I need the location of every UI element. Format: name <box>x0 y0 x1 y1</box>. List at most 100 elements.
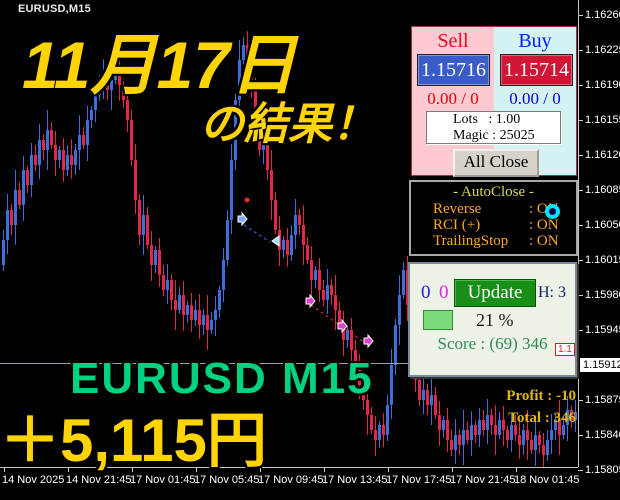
candle-body <box>2 240 5 265</box>
autoclose-row-trailingstop: TrailingStop : ON <box>433 233 559 250</box>
candle-body <box>122 85 125 100</box>
price-tick-label: 1.16155 <box>585 114 620 126</box>
candle-body <box>98 85 101 95</box>
candle-body <box>462 430 465 445</box>
rci-label: RCI (+) <box>433 217 481 233</box>
candle-body <box>198 310 201 325</box>
candle-body <box>514 425 517 435</box>
candle-body <box>94 95 97 110</box>
candle-body <box>402 270 405 295</box>
candle-body <box>406 270 409 305</box>
candle-body <box>290 235 293 255</box>
candle-body <box>530 440 533 450</box>
count-magenta: 0 <box>439 282 449 303</box>
candle-body <box>486 415 489 430</box>
candle-body <box>90 110 93 120</box>
candle-body <box>318 270 321 290</box>
update-panel: 0 0 Update H: 3 21 % Score : (69) 346 <box>408 262 577 377</box>
candle-body <box>242 45 245 60</box>
candle-body <box>482 420 485 430</box>
overlay-result-title: の結果！ <box>200 100 376 149</box>
candle-body <box>478 420 481 435</box>
candle-body <box>202 315 205 325</box>
candle-body <box>314 270 317 280</box>
candle-body <box>282 240 285 250</box>
candle-body <box>362 385 365 400</box>
candle-body <box>354 350 357 370</box>
price-tick-label: 1.15980 <box>585 289 620 301</box>
candle-body <box>494 425 497 435</box>
sell-label: Sell <box>437 30 469 52</box>
lots-line: Lots : 1.00 <box>453 112 521 127</box>
autoclose-row-rci: RCI (+) : ON <box>433 217 559 234</box>
autoclose-row-reverse: Reverse : ON <box>433 201 559 218</box>
candle-body <box>390 365 393 405</box>
candle-body <box>62 150 65 170</box>
price-tick-label: 1.16085 <box>585 184 620 196</box>
candle-body <box>470 425 473 440</box>
candle-body <box>322 290 325 300</box>
candle-body <box>162 275 165 290</box>
candle-body <box>46 130 49 150</box>
candle-body <box>450 440 453 450</box>
time-tick-label: 14 Nov 2025 <box>2 474 65 486</box>
candle-body <box>430 395 433 405</box>
candle-body <box>370 415 373 430</box>
all-close-button[interactable]: All Close <box>453 149 539 177</box>
candle-body <box>6 210 9 240</box>
candle-body <box>190 305 193 320</box>
sell-price-button[interactable]: 1.15716 <box>417 54 490 86</box>
candle-body <box>102 75 105 85</box>
candle-body <box>110 80 113 90</box>
candle-body <box>154 250 157 265</box>
price-tick-label: 1.16260 <box>585 9 620 21</box>
progress-bar <box>423 310 453 330</box>
candle-body <box>78 135 81 150</box>
candle-body <box>474 425 477 435</box>
price-tick-label: 1.16050 <box>585 219 620 231</box>
candle-body <box>298 215 301 225</box>
candle-body <box>422 390 425 400</box>
price-tick-label: 1.16190 <box>585 79 620 91</box>
trade-arrow-icon <box>337 318 348 334</box>
autoclose-toggle-icon[interactable] <box>545 204 560 219</box>
candle-body <box>214 310 217 320</box>
candle-body <box>166 280 169 290</box>
trade-exit-arrow-icon <box>271 235 280 247</box>
candle-body <box>434 395 437 415</box>
candle-body <box>386 405 389 435</box>
candle-body <box>178 295 181 310</box>
update-button[interactable]: Update <box>454 279 536 307</box>
score-label: Score : (69) 346 <box>437 334 548 353</box>
time-tick-label: 17 Nov 21:45 <box>450 474 516 486</box>
candle-body <box>538 435 541 445</box>
candle-body <box>34 155 37 165</box>
candle-body <box>222 260 225 290</box>
candle-body <box>194 310 197 320</box>
price-tick-label: 1.15840 <box>585 429 620 441</box>
candle-body <box>238 60 241 100</box>
candle-body <box>526 430 529 440</box>
candle-body <box>66 155 69 170</box>
candle-body <box>334 295 337 310</box>
candle-body <box>454 435 457 450</box>
time-tick-label: 18 Nov 01:45 <box>514 474 580 486</box>
time-tick-label: 17 Nov 13:45 <box>322 474 388 486</box>
order-price-label: 1.1 <box>555 343 575 356</box>
candle-body <box>338 310 341 325</box>
time-tick-label: 17 Nov 17:45 <box>386 474 452 486</box>
candle-body <box>150 245 153 265</box>
candle-body <box>106 75 109 90</box>
candle-body <box>14 190 17 225</box>
candle-body <box>126 100 129 120</box>
candle-body <box>534 435 537 450</box>
candle-body <box>86 120 89 145</box>
candle-body <box>546 440 549 455</box>
candle-body <box>570 410 573 420</box>
candle-body <box>418 380 421 400</box>
candle-body <box>446 420 449 440</box>
candle-body <box>26 170 29 185</box>
buy-price-button[interactable]: 1.15714 <box>500 54 573 86</box>
candle-body <box>210 320 213 330</box>
